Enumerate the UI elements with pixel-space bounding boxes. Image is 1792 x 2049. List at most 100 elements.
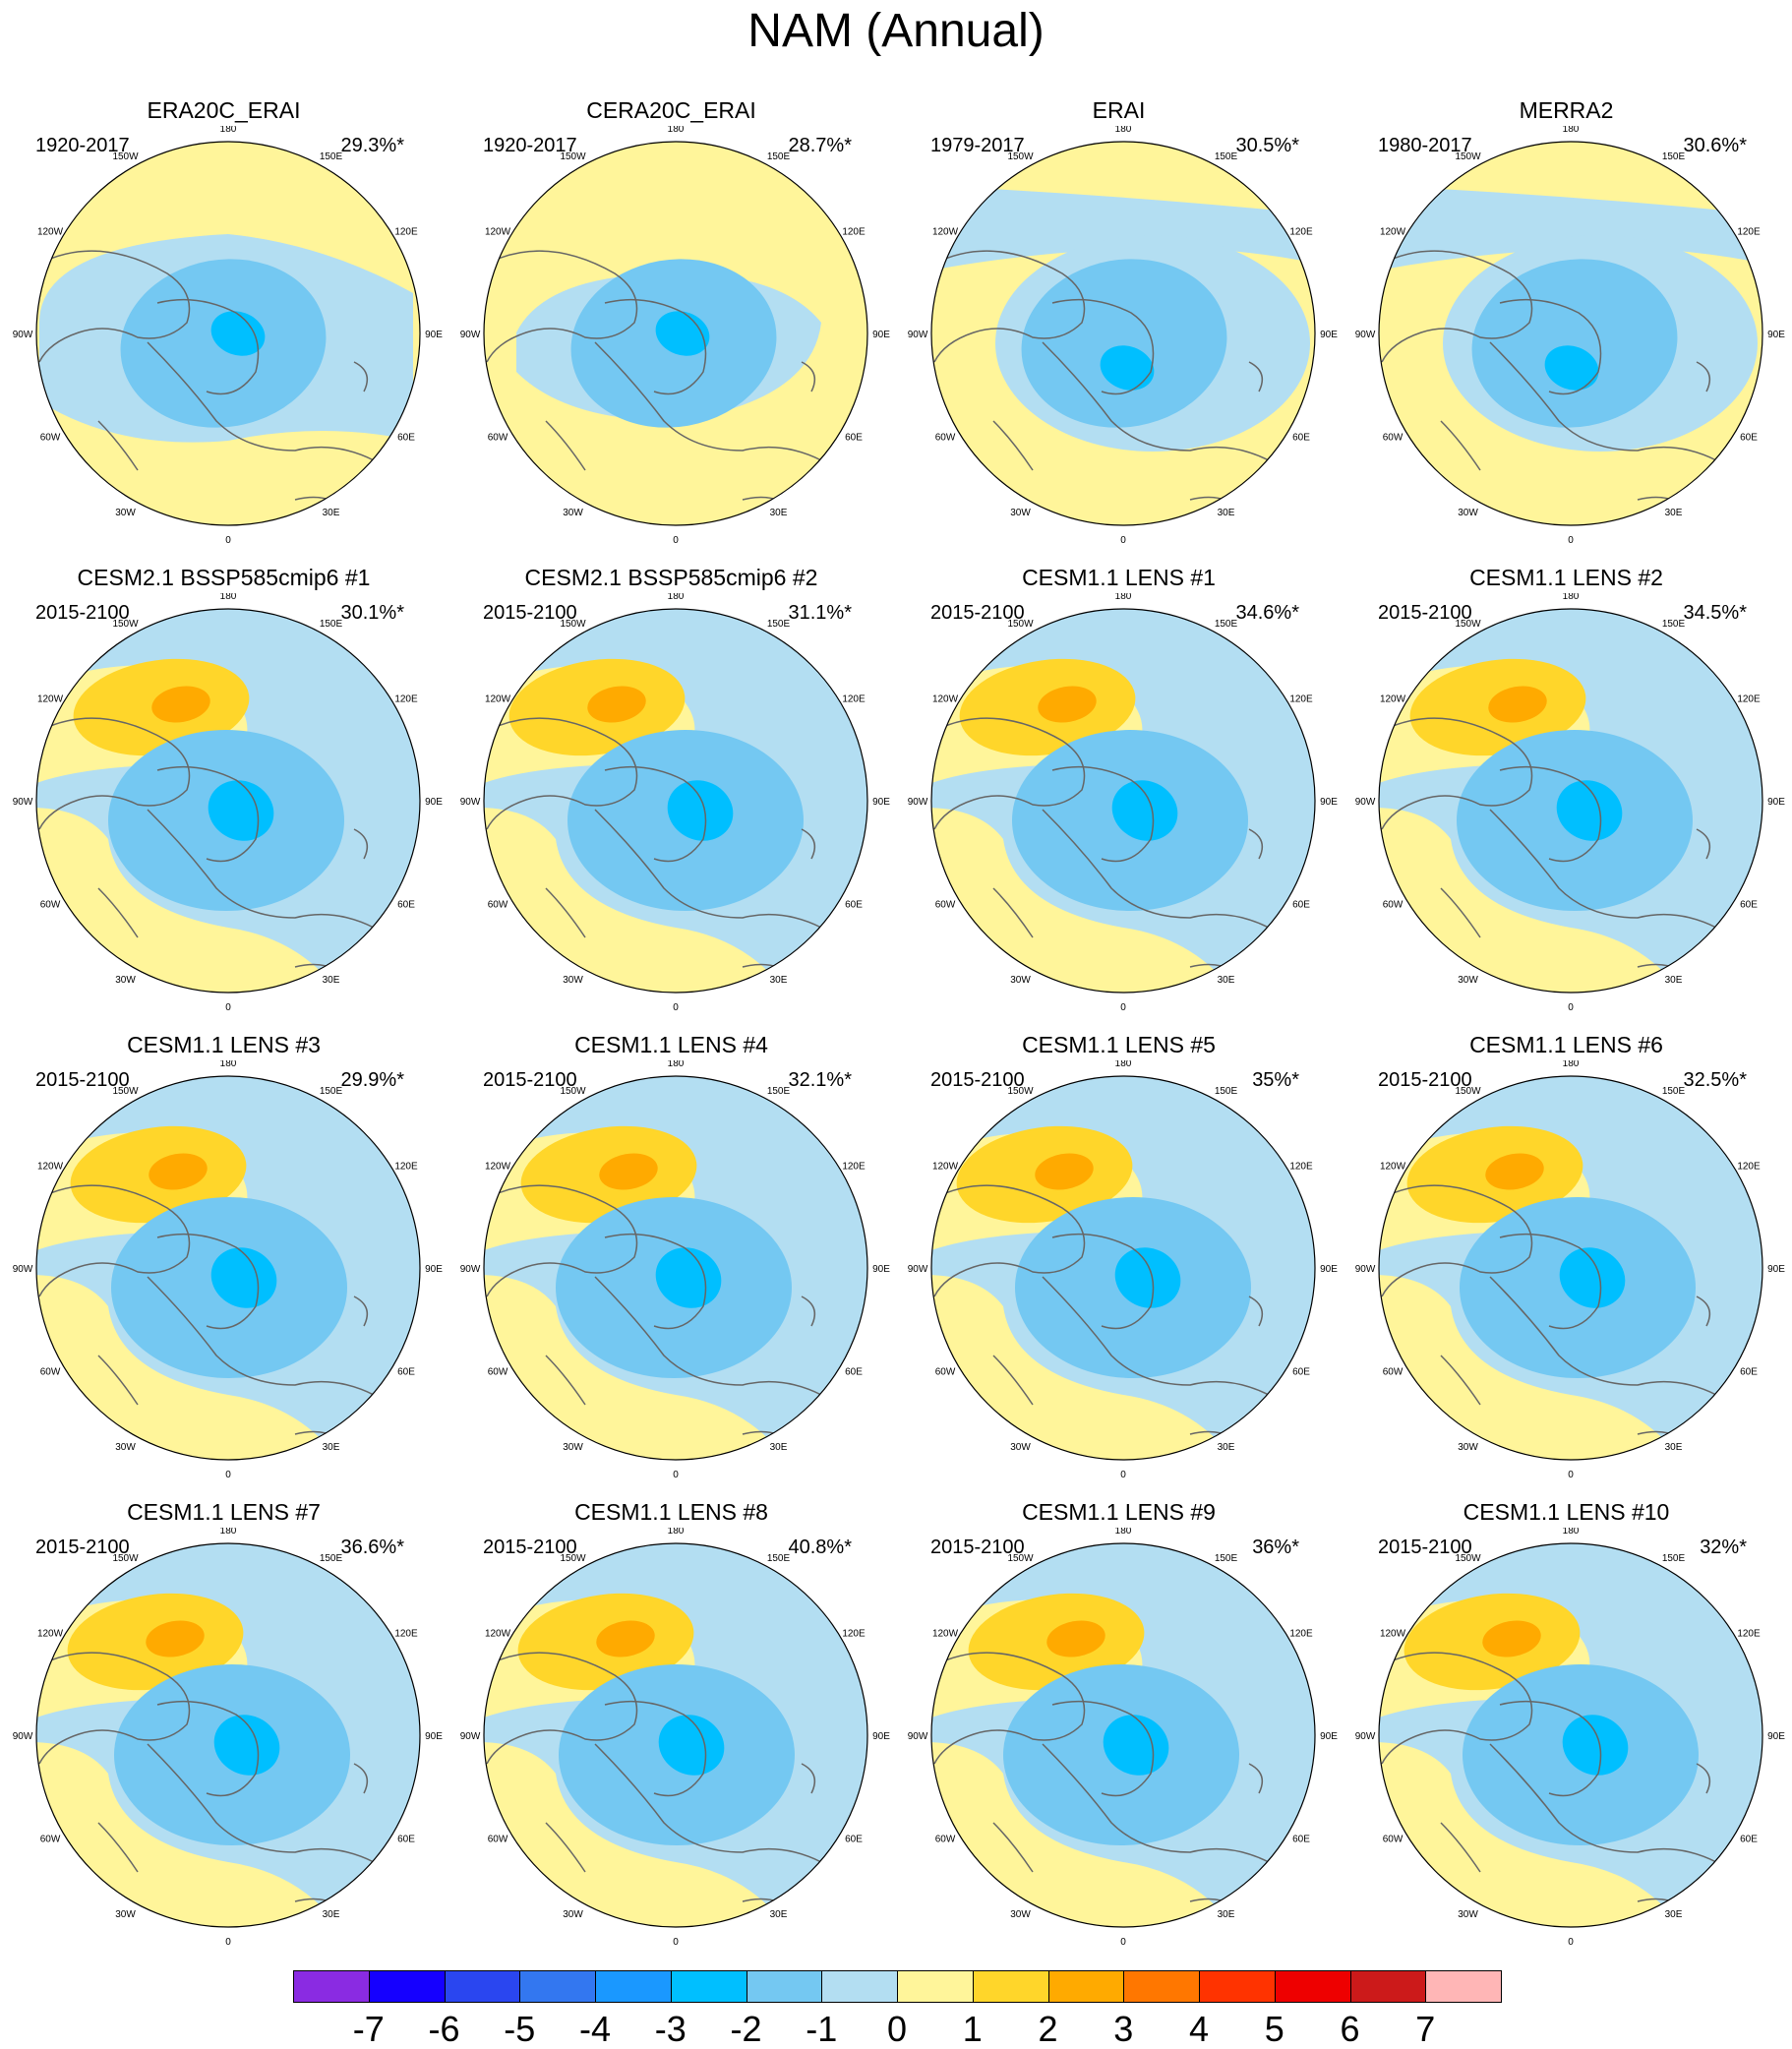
longitude-label: 60W: [1383, 433, 1404, 444]
panel-variance-percent: 30.1%*: [340, 602, 405, 624]
longitude-label: 30W: [1458, 975, 1478, 986]
colorbar-tick-label: 3: [1113, 2009, 1134, 2049]
longitude-label: 30W: [115, 1442, 136, 1453]
longitude-label: 30E: [1218, 1909, 1235, 1920]
longitude-label: 120E: [1737, 227, 1761, 238]
longitude-label: 60E: [1740, 1367, 1758, 1378]
negative-core: [1100, 345, 1155, 391]
longitude-label: 60E: [1292, 1367, 1310, 1378]
longitude-label: 90E: [1767, 330, 1785, 340]
longitude-label: 30E: [323, 1442, 340, 1453]
longitude-label: 180: [668, 593, 685, 602]
map-boundary: [483, 1542, 868, 1928]
longitude-label: 150W: [1455, 1086, 1481, 1097]
polar-map: 180 150E 120E 90E 60E 30E 0 30W 60W 90W 120W 150W: [13, 126, 444, 546]
longitude-label: 120W: [37, 227, 64, 238]
longitude-label: 30W: [1010, 508, 1031, 518]
map-boundary: [483, 1075, 868, 1461]
positive-core: [1046, 1620, 1105, 1657]
colorbar-tick-label: -5: [504, 2009, 536, 2049]
longitude-label: 150E: [320, 1086, 343, 1097]
longitude-label: 90E: [872, 1731, 890, 1742]
map-panel: CESM1.1 LENS #7 2015-2100 36.6%* 180 150E 120…: [0, 1402, 448, 1948]
longitude-label: 60E: [397, 1367, 415, 1378]
longitude-label: 90W: [460, 797, 481, 808]
panel-title: CESM1.1 LENS #10: [1463, 1499, 1670, 1525]
longitude-label: 60W: [40, 433, 61, 444]
panel-title: CESM1.1 LENS #5: [1022, 1032, 1216, 1057]
colorbar-tick-label: 6: [1340, 2009, 1360, 2049]
longitude-label: 180: [1115, 593, 1132, 602]
panel-title: CESM1.1 LENS #3: [127, 1032, 321, 1057]
longitude-label: 90W: [1355, 1264, 1376, 1275]
longitude-label: 60W: [40, 1367, 61, 1378]
panel-title: CESM1.1 LENS #7: [127, 1499, 321, 1525]
longitude-label: 60E: [1740, 433, 1758, 444]
negative-core: [1114, 1247, 1181, 1308]
colorbar-tick-label: 2: [1038, 2009, 1058, 2049]
map-boundary: [1378, 1542, 1763, 1928]
colorbar-swatch: [1047, 1970, 1125, 2003]
polar-map: 180 150E 120E 90E 60E 30E 0 30W 60W 90W 120W 150W: [460, 1060, 891, 1480]
positive-core: [596, 1620, 655, 1657]
map-panel: CESM2.1 BSSP585cmip6 #2 2015-2100 31.1%* 18…: [448, 467, 895, 1013]
longitude-label: 120W: [37, 1629, 64, 1640]
map-panel: ERAI 1979-2017 30.5%* 180 150E 120E 90E 60E 30E 0…: [895, 0, 1343, 546]
longitude-label: 90W: [908, 1731, 928, 1742]
colorbar-tick-label: 5: [1264, 2009, 1284, 2049]
colorbar-swatch: [1199, 1970, 1276, 2003]
longitude-label: 30E: [1665, 975, 1683, 986]
panel-title: ERAI: [1092, 97, 1146, 123]
longitude-label: 60W: [935, 1835, 956, 1845]
panel-period: 2015-2100: [930, 1537, 1025, 1558]
longitude-label: 90W: [13, 1731, 33, 1742]
longitude-label: 60W: [935, 1367, 956, 1378]
longitude-label: 150W: [1007, 619, 1034, 630]
panel-title: MERRA2: [1519, 97, 1614, 123]
colorbar-tick-label: 4: [1188, 2009, 1210, 2049]
panel-variance-percent: 28.7%*: [788, 135, 853, 156]
polar-map: 180 150E 120E 90E 60E 30E 0 30W 60W 90W 120W 150W: [460, 126, 891, 546]
panel-variance-percent: 32%*: [1700, 1537, 1747, 1558]
longitude-label: 120W: [485, 1629, 511, 1640]
map-boundary: [930, 608, 1316, 994]
panel-title: CESM1.1 LENS #4: [574, 1032, 768, 1057]
colorbar-swatch: [821, 1970, 898, 2003]
longitude-label: 0: [1568, 1937, 1574, 1948]
positive-core: [1482, 1620, 1541, 1657]
negative-core: [667, 780, 734, 841]
panel-title: CESM1.1 LENS #6: [1469, 1032, 1663, 1057]
longitude-label: 180: [220, 126, 237, 135]
negative-region: [931, 185, 1315, 273]
map-panel: CESM2.1 BSSP585cmip6 #1 2015-2100 30.1%* 18…: [0, 467, 448, 1013]
panel-variance-percent: 34.6%*: [1235, 602, 1300, 624]
panel-period: 2015-2100: [35, 1069, 130, 1091]
longitude-label: 0: [1568, 535, 1574, 546]
map-boundary: [1378, 1075, 1763, 1461]
longitude-label: 0: [673, 535, 679, 546]
longitude-label: 90W: [908, 797, 928, 808]
longitude-label: 120W: [485, 227, 511, 238]
colorbar-tick-label: -6: [428, 2009, 460, 2049]
longitude-label: 120W: [932, 227, 959, 238]
longitude-label: 30E: [323, 508, 340, 518]
longitude-label: 60E: [845, 1835, 863, 1845]
longitude-label: 150W: [1455, 619, 1481, 630]
positive-core: [1038, 686, 1097, 723]
negative-core: [1556, 780, 1623, 841]
longitude-label: 30W: [563, 975, 583, 986]
longitude-label: 30W: [115, 1909, 136, 1920]
longitude-label: 90E: [1767, 1264, 1785, 1275]
longitude-label: 150E: [767, 1553, 791, 1564]
coastlines: [486, 1652, 822, 1922]
colorbar-swatch: [1349, 1970, 1427, 2003]
colorbar-tick-label: -1: [806, 2009, 838, 2049]
longitude-label: 90E: [1767, 797, 1785, 808]
longitude-label: 90E: [872, 330, 890, 340]
longitude-label: 90W: [1355, 330, 1376, 340]
map-boundary: [1378, 608, 1763, 994]
longitude-label: 0: [673, 1002, 679, 1013]
longitude-label: 120E: [1289, 1629, 1313, 1640]
longitude-label: 30W: [563, 508, 583, 518]
panel-title: CESM1.1 LENS #9: [1022, 1499, 1216, 1525]
